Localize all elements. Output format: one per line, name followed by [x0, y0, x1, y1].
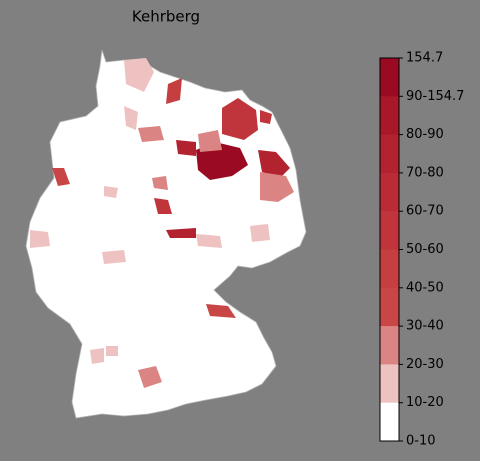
colorbar-label: 40-50	[406, 280, 444, 295]
region	[198, 130, 222, 152]
colorbar-label: 70-80	[406, 165, 444, 180]
colorbar-segment	[380, 58, 399, 97]
colorbar-segment	[380, 211, 399, 250]
region	[154, 198, 172, 214]
map-title: Kehrberg	[132, 8, 200, 26]
region	[124, 58, 154, 92]
region	[196, 142, 248, 180]
colorbar-label: 50-60	[406, 242, 444, 257]
colorbar: 154.7 90-154.7 80-90 70-80 60-70 50-60 40-50 30…	[379, 51, 464, 449]
region	[260, 110, 272, 124]
colorbar-label: 90-154.7	[406, 89, 464, 104]
colorbar-segment	[380, 134, 399, 174]
colorbar-label: 20-30	[406, 357, 444, 372]
colorbar-segment	[380, 287, 399, 327]
region	[124, 106, 138, 130]
colorbar-label: 10-20	[406, 395, 444, 410]
region	[52, 168, 70, 186]
colorbar-segment	[380, 249, 399, 289]
colorbar-label: 30-40	[406, 319, 444, 334]
colorbar-segment	[380, 172, 399, 212]
region	[138, 366, 162, 388]
colorbar-segment	[380, 326, 399, 365]
region	[152, 176, 168, 190]
region	[206, 304, 236, 318]
region	[258, 150, 290, 178]
colorbar-segment	[380, 402, 399, 442]
region	[250, 224, 270, 242]
colorbar-label: 0-10	[406, 434, 436, 449]
region	[222, 98, 258, 140]
colorbar-label: 60-70	[406, 204, 444, 219]
colorbar-segment	[380, 364, 399, 404]
region	[104, 186, 118, 198]
region	[166, 228, 196, 238]
region	[138, 126, 164, 142]
region	[102, 250, 126, 264]
region	[176, 140, 196, 156]
region	[166, 78, 182, 104]
region	[90, 348, 104, 364]
colorbar-label: 80-90	[406, 127, 444, 142]
region	[196, 234, 222, 248]
country-outline	[25, 49, 307, 419]
colorbar-label: 154.7	[406, 51, 443, 66]
region	[30, 230, 50, 248]
region	[260, 172, 294, 202]
germany-map	[25, 49, 307, 419]
colorbar-segment	[380, 96, 399, 136]
region	[106, 346, 118, 356]
